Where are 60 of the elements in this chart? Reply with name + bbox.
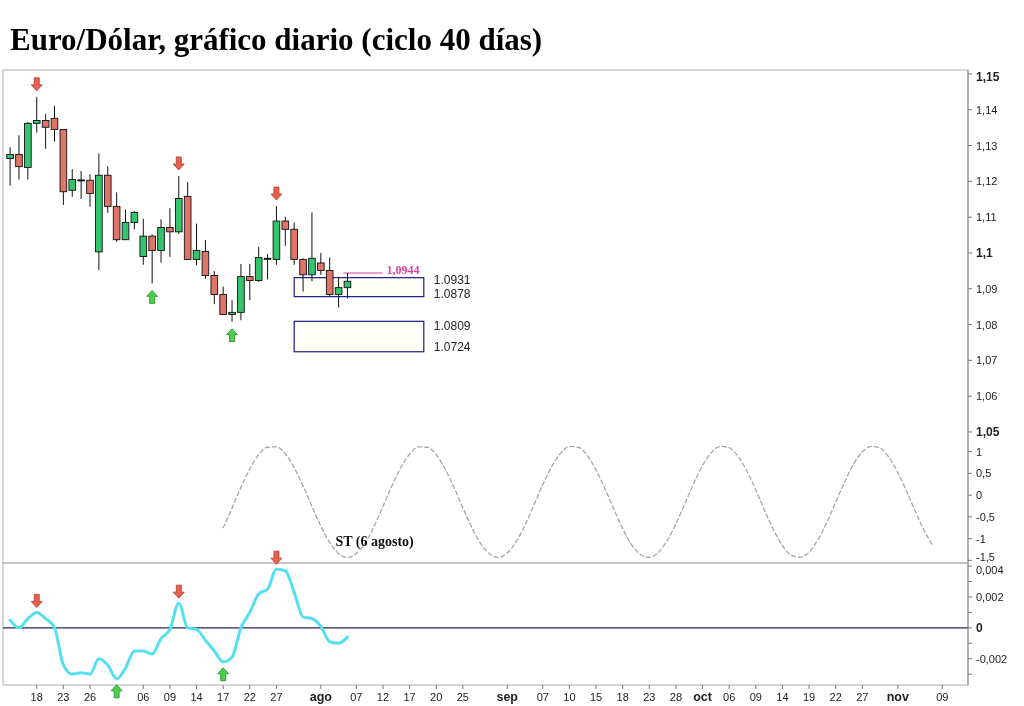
y-tick-label: 1,11 [976,211,997,224]
x-tick-label: 22 [829,691,842,703]
annotation: 1.0931 [433,273,471,288]
y-tick-label: 1,09 [976,282,998,295]
line-series [222,445,935,558]
x-tick-label: 23 [643,691,656,703]
ref-line-label: 1,0944 [386,263,420,277]
x-tick-label: sep [496,690,519,704]
y-tick-label: 1,07 [976,354,998,367]
chart-title: Euro/Dólar, gráfico diario (ciclo 40 días) [10,22,543,57]
x-tick-label: 26 [83,691,97,703]
y-tick-label: 1,06 [976,390,998,403]
y-tick-label: 0,002 [976,590,1004,603]
y-tick-label: 0,004 [976,564,1004,576]
x-tick-label: 06 [723,691,736,703]
x-tick-label: 14 [776,691,789,703]
y-tick-label: 0 [976,620,983,635]
x-tick-label: 17 [403,691,416,703]
x-tick-label: 15 [589,691,603,703]
x-tick-label: 14 [190,691,203,703]
x-tick-label: 09 [749,691,762,703]
y-tick-label: 1,13 [976,139,998,152]
x-tick-label: 28 [669,691,683,703]
line-series [8,567,349,681]
x-tick-label: 23 [57,691,70,703]
y2-tick-label: -0,5 [976,510,995,523]
annotation: 1.0724 [433,339,471,354]
y-tick-label: 1,12 [976,175,998,188]
x-tick-label: 18 [30,691,43,703]
x-tick-label: 19 [802,691,816,703]
y2-tick-label: -1 [976,532,986,545]
y-tick-label: 1,15 [976,70,1000,84]
x-tick-label: 10 [563,691,576,703]
annotation: 1.0878 [433,287,471,302]
x-tick-label: nov [886,690,910,704]
x-tick-label: ago [309,690,333,704]
y2-tick-label: 1 [976,445,983,458]
x-tick-label: 27 [270,691,283,703]
y-tick-label: 1,08 [976,318,998,331]
y-tick-label: 1,14 [976,103,998,116]
y-tick-label: 1,1 [976,245,994,260]
x-tick-label: 12 [376,691,390,703]
x-tick-label: 17 [217,691,230,703]
x-tick-label: 09 [936,691,949,703]
y2-tick-label: -1,5 [976,551,995,563]
x-tick-label: 18 [616,691,629,703]
annotation: ST (6 agosto) [335,534,415,551]
x-tick-label: 07 [536,691,549,703]
y2-tick-label: 0,5 [976,467,992,480]
x-tick-label: 25 [456,691,469,703]
x-tick-label: 06 [137,691,150,703]
x-tick-label: 22 [243,691,256,703]
y-tick-label: -0,002 [976,652,1008,665]
x-tick-label: 20 [430,691,443,703]
x-tick-label: 07 [350,691,363,703]
y-tick-label: 1,05 [976,424,1000,439]
x-tick-label: oct [693,690,713,704]
x-tick-label: 09 [163,691,177,703]
annotation: 1.0809 [433,319,471,334]
x-tick-label: 27 [856,691,869,703]
